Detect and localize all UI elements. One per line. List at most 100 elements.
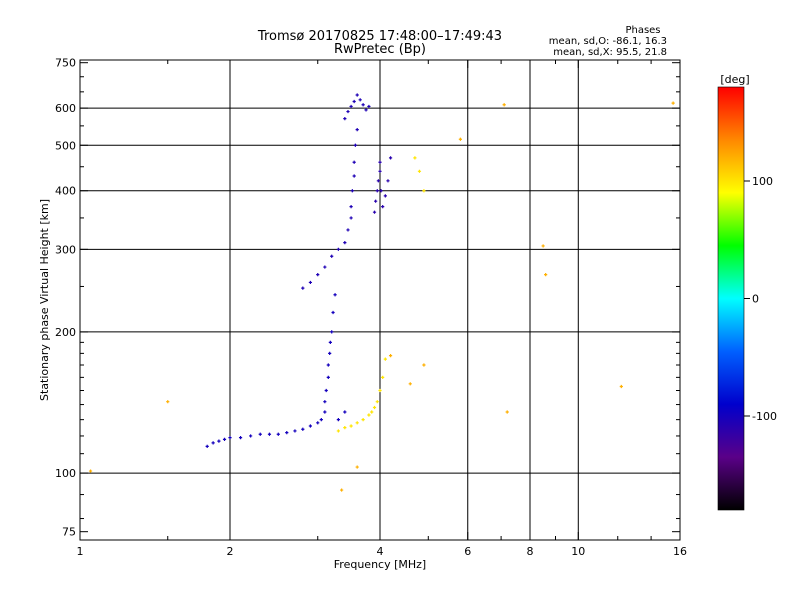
data-point [358, 98, 362, 102]
data-point [343, 426, 347, 430]
data-point [502, 103, 506, 107]
y-tick-label: 500 [55, 139, 76, 152]
data-point [293, 429, 297, 433]
plot-frame [79, 59, 681, 541]
stats-x-line: mean, sd,X: 95.5, 21.8 [553, 47, 667, 58]
data-point [343, 241, 347, 245]
data-point [350, 189, 354, 193]
x-tick-label: 4 [377, 545, 384, 558]
data-point [324, 388, 328, 393]
data-point [355, 93, 359, 97]
data-point [346, 228, 350, 232]
y-tick-label: 200 [55, 326, 76, 339]
data-point [340, 488, 344, 492]
data-point [355, 421, 359, 425]
y-tick-label: 300 [55, 243, 76, 256]
data-point [505, 410, 509, 414]
data-point [323, 265, 327, 269]
data-point [381, 205, 385, 209]
data-point [417, 169, 422, 173]
data-point [370, 410, 374, 414]
data-point [378, 160, 382, 164]
data-point [375, 189, 379, 193]
data-point [671, 101, 675, 105]
data-point [166, 400, 170, 404]
data-point [422, 189, 426, 193]
data-point [316, 272, 320, 277]
data-point [308, 280, 313, 285]
data-point [323, 400, 327, 404]
data-point [353, 143, 357, 147]
data-point [249, 434, 253, 438]
data-point [374, 199, 378, 203]
data-point [352, 174, 356, 178]
colorbar-ticks: 100 0 -100 [744, 175, 777, 423]
data-point [383, 357, 387, 361]
data-point [336, 418, 340, 422]
data-point [388, 156, 393, 160]
x-tick-label: 16 [673, 545, 687, 558]
data-point [211, 441, 215, 445]
data-point [258, 432, 262, 436]
colorbar-label: [deg] [720, 73, 749, 86]
data-point [308, 424, 313, 428]
data-point [379, 189, 383, 193]
data-point [355, 465, 359, 469]
x-axis-label: Frequency [MHz] [334, 558, 426, 571]
data-point [381, 375, 385, 379]
data-point [331, 310, 335, 315]
data-point [276, 432, 280, 436]
data-point [619, 384, 623, 389]
x-tick-label: 1 [77, 545, 84, 558]
data-point [364, 108, 368, 112]
y-tick-label: 750 [55, 57, 76, 70]
data-point [328, 351, 332, 355]
data-point [228, 436, 232, 440]
colorbar-tick-label: 0 [752, 293, 759, 306]
data-point [372, 210, 377, 214]
data-point [386, 179, 390, 183]
data-point [205, 444, 209, 449]
data-point [544, 272, 548, 277]
y-axis-label: Stationary phase Virtual Height [km] [38, 199, 51, 401]
data-point [222, 437, 227, 441]
data-point [541, 244, 545, 248]
data-point [328, 340, 332, 344]
data-point [343, 410, 347, 414]
x-tick-label: 8 [527, 545, 534, 558]
data-point [413, 156, 417, 160]
data-point [349, 216, 353, 220]
chart-title: Tromsø 20170825 17:48:00–17:49:43 [257, 29, 502, 44]
data-point [458, 137, 463, 141]
data-point [301, 286, 305, 290]
data-point [361, 103, 365, 107]
data-point [352, 99, 356, 104]
data-point [316, 421, 320, 425]
data-point [388, 354, 393, 358]
tick-labels: 1 2 4 6 8 10 16 75 100 200 300 400 500 600 750 [55, 57, 687, 558]
data-point [352, 160, 356, 164]
data-point [367, 104, 371, 109]
data-point [330, 254, 334, 258]
data-point [376, 179, 380, 183]
data-point [361, 418, 365, 422]
chart-subtitle: RwPretec (Bp) [334, 42, 426, 57]
data-points [88, 93, 675, 492]
data-point [323, 410, 327, 414]
data-point [349, 424, 353, 428]
y-tick-label: 75 [62, 526, 76, 539]
data-point [285, 430, 289, 435]
data-point [349, 104, 353, 109]
y-tick-label: 100 [55, 467, 76, 480]
data-point [355, 128, 359, 132]
data-point [378, 169, 382, 173]
data-point [408, 382, 412, 386]
y-tick-label: 600 [55, 102, 76, 115]
data-point [238, 436, 243, 440]
data-point [349, 205, 353, 209]
data-point [372, 405, 377, 410]
data-point [217, 439, 221, 443]
data-point [326, 363, 330, 367]
x-tick-label: 6 [464, 545, 471, 558]
